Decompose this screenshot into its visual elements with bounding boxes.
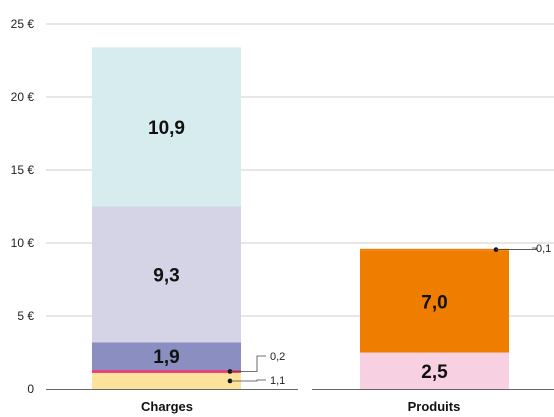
y-tick-label: 15 €	[11, 163, 35, 177]
bar-segment	[360, 248, 509, 251]
category-label: Produits	[408, 399, 461, 414]
bar-segment	[360, 250, 509, 353]
bar-segment-label: 1,9	[153, 347, 179, 368]
callout-line	[230, 379, 266, 382]
bar-segment-label: 7,0	[421, 292, 447, 313]
category-label: Charges	[141, 399, 193, 414]
bar-segment	[92, 370, 241, 373]
y-tick-label: 0	[27, 382, 34, 396]
callouts: 1,1 0,2 0,1	[227, 243, 551, 387]
x-axis: Charges Produits	[46, 389, 554, 414]
callout-label: 0,1	[536, 243, 551, 255]
callout-label: 0,2	[270, 351, 285, 363]
bar-segment-label: 9,3	[153, 265, 179, 286]
callout-line	[496, 247, 537, 250]
bar-segment	[92, 372, 241, 389]
callout-line	[230, 355, 266, 372]
y-tick-label: 20 €	[11, 90, 35, 104]
bar-segment	[92, 342, 241, 371]
y-tick-label: 5 €	[17, 309, 34, 323]
y-axis-ticks: 0 5 € 10 € 15 € 20 € 25 €	[11, 17, 35, 396]
bars: 1,9 9,3 10,9 2,5 7,0	[92, 47, 509, 389]
y-tick-label: 25 €	[11, 17, 35, 31]
bar-segment	[92, 47, 241, 207]
bar-segment-label: 2,5	[421, 362, 448, 383]
bar-segment	[92, 206, 241, 343]
bar-segment	[360, 352, 509, 389]
y-tick-label: 10 €	[11, 236, 35, 250]
callout-label: 1,1	[270, 375, 285, 387]
bar-segment-label: 10,9	[148, 118, 185, 139]
